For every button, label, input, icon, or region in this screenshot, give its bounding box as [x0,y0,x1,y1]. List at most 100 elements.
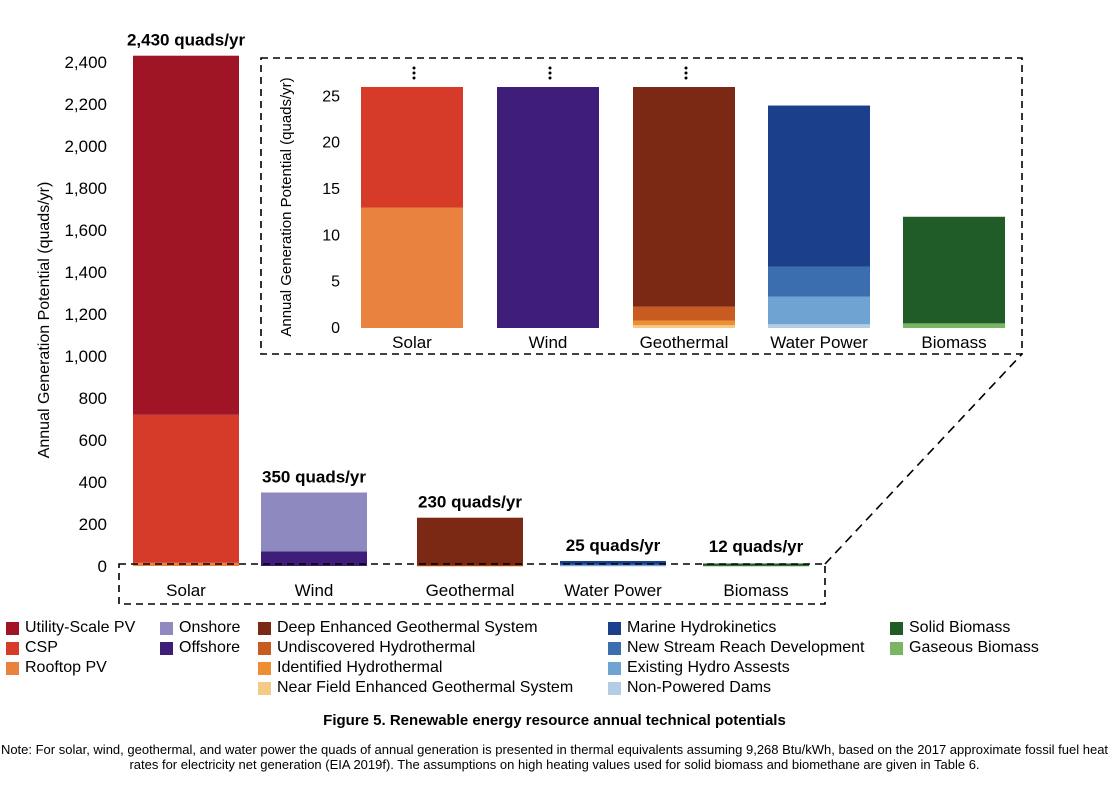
legend-label: Offshore [179,639,241,656]
legend-column-wind: Onshore Offshore [160,618,240,658]
legend-swatch [608,621,621,635]
y-tick-label: 800 [79,389,107,408]
legend-item: Identified Hydrothermal [258,658,573,678]
inset-bar-segment-geothermal [633,306,735,321]
legend-swatch [608,641,621,655]
legend-column-water-power: Marine Hydrokinetics New Stream Reach De… [608,618,864,698]
legend-item: Gaseous Biomass [890,638,1039,658]
zoom-connector-line [824,353,1023,565]
legend-column-solar: Utility-Scale PV CSP Rooftop PV [6,618,135,678]
y-tick-label: 2,400 [64,53,107,72]
legend-swatch [258,681,271,695]
legend-swatch [258,661,271,675]
legend-swatch [258,621,271,635]
legend-label: Gaseous Biomass [909,639,1039,656]
inset-y-tick-label: 0 [331,320,340,337]
bar-total-label: 350 quads/yr [262,468,366,487]
legend-item: Utility-Scale PV [6,618,135,638]
legend-label: Existing Hydro Assests [627,659,790,676]
legend-label: Deep Enhanced Geothermal System [277,619,538,636]
inset-y-axis-label-line1: Annual Generation Potential (quads/yr) [278,77,295,336]
inset-x-tick-label: Geothermal [640,333,729,352]
legend-label: CSP [25,639,58,656]
inset-bar-segment-geothermal [633,87,735,307]
legend-label: Near Field Enhanced Geothermal System [277,679,574,696]
inset-chart: 0 5 10 15 20 25 Annual Generation Potential (q… [260,57,1023,355]
legend-label: Undiscovered Hydrothermal [277,639,476,656]
bar-segment-biomass [703,565,809,567]
figure-note: Note: For solar, wind, geothermal, and w… [0,742,1109,772]
bar-segment-wind [261,551,367,566]
ellipsis-dot [412,71,416,75]
legend-swatch [258,641,271,655]
legend-label: Onshore [179,619,241,636]
legend-item: Offshore [160,638,240,658]
y-tick-label: 1,400 [64,263,107,282]
legend-item: Solid Biomass [890,618,1039,638]
inset-bar-segment-water-power [768,324,870,328]
bar-segment-water-power [560,565,666,566]
y-axis-label: Annual Generation Potential (quads/yr) [36,182,53,459]
bar-segment-geothermal [417,565,523,567]
inset-bar-segment-biomass [903,323,1005,328]
legend-label: Marine Hydrokinetics [627,619,777,636]
inset-bar-segment-geothermal [633,320,735,326]
inset-bar-segment-water-power [768,296,870,325]
bar-segment-water-power [560,564,666,566]
ellipsis-dot [548,76,552,80]
y-tick-label: 1,200 [64,305,107,324]
legend-item: CSP [6,638,135,658]
ellipsis-dot [548,66,552,70]
bar-total-label: 230 quads/yr [418,493,522,512]
ellipsis-dot [548,71,552,75]
legend-item: Existing Hydro Assests [608,658,864,678]
bar-segment-geothermal [417,565,523,567]
y-tick-label: 1,600 [64,221,107,240]
ellipsis-dot [684,71,688,75]
ellipsis-dot [412,66,416,70]
legend-item: Undiscovered Hydrothermal [258,638,573,658]
legend-label: Rooftop PV [25,659,107,676]
bar-segment-solar [133,55,239,415]
legend-swatch [6,641,19,655]
inset-bar-segment-solar [361,207,463,328]
legend-swatch [890,641,903,655]
x-tick-label: Biomass [723,581,788,600]
bar-segment-geothermal [417,517,523,566]
bar-segment-wind [261,492,367,552]
zoom-region-box [118,563,826,605]
legend-swatch [608,661,621,675]
bar-total-label: 25 quads/yr [566,536,661,555]
ellipsis-dot [684,66,688,70]
inset-y-tick-label: 5 [331,274,340,291]
legend-item: Near Field Enhanced Geothermal System [258,678,573,698]
truncation-ellipsis [548,66,552,80]
y-tick-label: 1,000 [64,347,107,366]
bar-total-label: 2,430 quads/yr [127,31,246,50]
y-tick-label: 1,800 [64,179,107,198]
ellipsis-dot [412,76,416,80]
y-tick-label: 2,000 [64,137,107,156]
legend-item: Marine Hydrokinetics [608,618,864,638]
legend-item: Non-Powered Dams [608,678,864,698]
x-tick-label: Water Power [564,581,662,600]
y-tick-label: 200 [79,515,107,534]
legend-column-biomass: Solid Biomass Gaseous Biomass [890,618,1039,658]
inset-bar-segment-geothermal [633,325,735,328]
bar-segment-water-power [560,560,666,565]
renewable-potential-figure: 02004006008001,0001,2001,4001,6001,8002,… [36,31,1023,605]
x-tick-label: Wind [295,581,334,600]
ellipsis-dot [684,76,688,80]
y-tick-label: 0 [98,557,107,576]
legend-item: New Stream Reach Development [608,638,864,658]
y-tick-label: 400 [79,473,107,492]
main-chart: 02004006008001,0001,2001,4001,6001,8002,… [36,31,1023,605]
legend-swatch [160,621,173,635]
legend-column-geothermal: Deep Enhanced Geothermal System Undiscov… [258,618,573,698]
inset-y-tick-label: 25 [322,88,340,105]
inset-x-tick-label: Wind [529,333,568,352]
x-tick-label: Solar [166,581,206,600]
bar-segment-solar [133,414,239,563]
bar-total-label: 12 quads/yr [709,537,804,556]
legend-label: New Stream Reach Development [627,639,865,656]
